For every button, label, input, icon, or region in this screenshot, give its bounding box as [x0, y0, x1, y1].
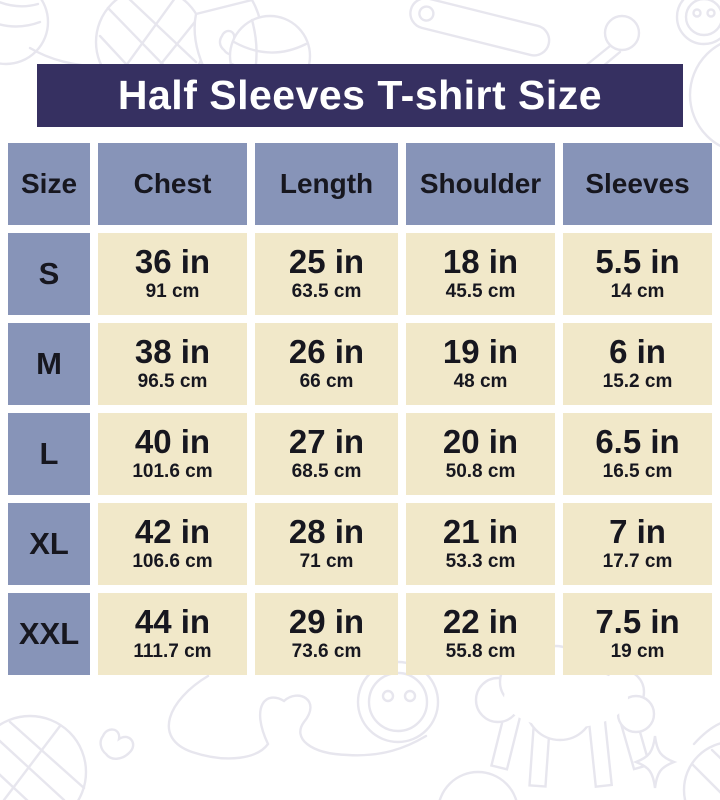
table-cell: 20 in 50.8 cm	[406, 413, 555, 495]
button-icon	[356, 660, 440, 744]
safety-pin-icon	[409, 0, 551, 57]
table-cell: 22 in 55.8 cm	[406, 593, 555, 675]
value-inches: 36 in	[134, 242, 211, 280]
value-inches: 19 in	[442, 332, 519, 370]
column-header-length: Length	[255, 143, 398, 225]
table-cell: 21 in 53.3 cm	[406, 503, 555, 585]
value-cm: 50.8 cm	[445, 461, 516, 483]
value-cm: 48 cm	[453, 371, 508, 393]
yarn-ball-icon	[438, 770, 518, 800]
table-cell: 18 in 45.5 cm	[406, 233, 555, 315]
value-inches: 18 in	[442, 242, 519, 280]
value-cm: 55.8 cm	[445, 641, 516, 663]
value-inches: 40 in	[134, 422, 211, 460]
column-header-chest: Chest	[98, 143, 247, 225]
table-cell: 42 in 106.6 cm	[98, 503, 247, 585]
table-cell: 38 in 96.5 cm	[98, 323, 247, 405]
table-cell: 28 in 71 cm	[255, 503, 398, 585]
value-inches: 38 in	[134, 332, 211, 370]
table-cell: 7.5 in 19 cm	[563, 593, 712, 675]
value-cm: 19 cm	[610, 641, 665, 663]
button-icon	[675, 0, 720, 46]
table-cell: 7 in 17.7 cm	[563, 503, 712, 585]
value-inches: 28 in	[288, 512, 365, 550]
sparkle-icon	[632, 735, 678, 789]
table-cell: 44 in 111.7 cm	[98, 593, 247, 675]
value-inches: 6 in	[609, 332, 666, 370]
value-cm: 66 cm	[299, 371, 354, 393]
value-cm: 63.5 cm	[291, 281, 362, 303]
size-chart-table: Size Chest Length Shoulder Sleeves S 36 …	[8, 143, 712, 675]
value-inches: 22 in	[442, 602, 519, 640]
value-inches: 6.5 in	[595, 422, 680, 460]
heart-icon	[99, 728, 135, 760]
column-header-sleeves: Sleeves	[563, 143, 712, 225]
column-header-size: Size	[8, 143, 90, 225]
table-cell: 6 in 15.2 cm	[563, 323, 712, 405]
size-label-s: S	[8, 233, 90, 315]
value-inches: 29 in	[288, 602, 365, 640]
table-cell: 36 in 91 cm	[98, 233, 247, 315]
value-cm: 16.5 cm	[602, 461, 673, 483]
yarn-ball-icon	[0, 714, 88, 800]
page-title: Half Sleeves T-shirt Size	[117, 72, 603, 118]
table-cell: 29 in 73.6 cm	[255, 593, 398, 675]
value-cm: 14 cm	[610, 281, 665, 303]
value-inches: 25 in	[288, 242, 365, 280]
title-banner: Half Sleeves T-shirt Size	[37, 64, 683, 127]
value-cm: 91 cm	[145, 281, 200, 303]
table-cell: 6.5 in 16.5 cm	[563, 413, 712, 495]
value-cm: 111.7 cm	[133, 641, 212, 663]
value-inches: 44 in	[134, 602, 211, 640]
yarn-string-icon	[167, 674, 428, 760]
value-cm: 45.5 cm	[445, 281, 516, 303]
value-cm: 101.6 cm	[132, 461, 213, 483]
value-inches: 21 in	[442, 512, 519, 550]
table-cell: 40 in 101.6 cm	[98, 413, 247, 495]
size-label-m: M	[8, 323, 90, 405]
value-cm: 106.6 cm	[132, 551, 213, 573]
value-inches: 27 in	[288, 422, 365, 460]
size-label-xxl: XXL	[8, 593, 90, 675]
value-cm: 73.6 cm	[291, 641, 362, 663]
table-cell: 25 in 63.5 cm	[255, 233, 398, 315]
table-cell: 27 in 68.5 cm	[255, 413, 398, 495]
value-cm: 71 cm	[299, 551, 354, 573]
value-inches: 7 in	[609, 512, 666, 550]
value-inches: 7.5 in	[595, 602, 680, 640]
column-header-shoulder: Shoulder	[406, 143, 555, 225]
table-cell: 26 in 66 cm	[255, 323, 398, 405]
value-cm: 96.5 cm	[137, 371, 208, 393]
value-inches: 42 in	[134, 512, 211, 550]
size-label-l: L	[8, 413, 90, 495]
value-cm: 53.3 cm	[445, 551, 516, 573]
value-cm: 17.7 cm	[602, 551, 673, 573]
table-cell: 5.5 in 14 cm	[563, 233, 712, 315]
value-inches: 26 in	[288, 332, 365, 370]
size-label-xl: XL	[8, 503, 90, 585]
yarn-ball-icon	[682, 722, 720, 800]
value-inches: 20 in	[442, 422, 519, 460]
value-cm: 15.2 cm	[602, 371, 673, 393]
value-cm: 68.5 cm	[291, 461, 362, 483]
value-inches: 5.5 in	[595, 242, 680, 280]
ring-doodle	[688, 42, 720, 148]
table-cell: 19 in 48 cm	[406, 323, 555, 405]
